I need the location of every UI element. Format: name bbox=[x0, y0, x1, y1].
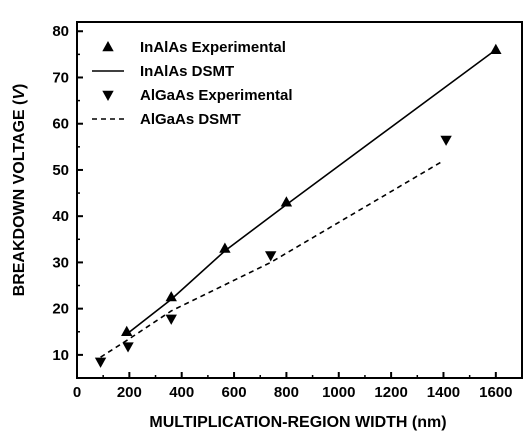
y-axis-unit: V bbox=[11, 88, 28, 100]
series-line-3 bbox=[100, 160, 444, 358]
y-axis-title: BREAKDOWN VOLTAGE (V) bbox=[11, 84, 28, 297]
x-tick-label: 0 bbox=[73, 384, 81, 401]
legend-label: InAlAs DSMT bbox=[140, 63, 234, 80]
series-point-0 bbox=[219, 242, 231, 253]
plot-area bbox=[94, 43, 502, 368]
series-point-2 bbox=[440, 135, 452, 146]
y-tick-label: 10 bbox=[52, 347, 69, 364]
series-point-0 bbox=[121, 325, 133, 336]
legend-swatch bbox=[102, 41, 114, 52]
y-tick-label: 60 bbox=[52, 116, 69, 133]
plot-frame bbox=[76, 21, 523, 379]
legend-label: AlGaAs Experimental bbox=[140, 87, 293, 104]
legend-swatch bbox=[102, 90, 114, 101]
series-point-2 bbox=[165, 314, 177, 325]
y-tick-label: 50 bbox=[52, 162, 69, 179]
x-tick-label: 400 bbox=[169, 384, 194, 401]
y-tick-label: 20 bbox=[52, 301, 69, 318]
series-point-0 bbox=[280, 196, 293, 207]
x-axis-title: MULTIPLICATION-REGION WIDTH (nm) bbox=[149, 414, 446, 431]
series-point-2 bbox=[122, 342, 134, 353]
x-tick-label: 1400 bbox=[427, 384, 460, 401]
y-tick-label: 30 bbox=[52, 254, 69, 271]
legend-label: InAlAs Experimental bbox=[140, 39, 286, 56]
series-point-2 bbox=[94, 357, 107, 368]
legend: InAlAs Experimental InAlAs DSMT AlGaAs Exp… bbox=[92, 39, 293, 128]
axes: 0 200 400 600 800 1000 1200 1400 1600 10 20 30 40 50 6… bbox=[52, 21, 523, 401]
series-point-0 bbox=[165, 291, 177, 302]
x-tick-label: 600 bbox=[222, 384, 247, 401]
series-point-2 bbox=[265, 251, 277, 262]
x-tick-label: 1200 bbox=[374, 384, 407, 401]
x-tick-label: 200 bbox=[117, 384, 142, 401]
x-tick-label: 1000 bbox=[322, 384, 355, 401]
legend-label: AlGaAs DSMT bbox=[140, 111, 241, 128]
y-tick-label: 40 bbox=[52, 208, 69, 225]
x-tick-label: 800 bbox=[274, 384, 299, 401]
y-tick-label: 70 bbox=[52, 69, 69, 86]
series-line-1 bbox=[126, 49, 497, 335]
y-tick-label: 80 bbox=[52, 23, 69, 40]
x-tick-label: 1600 bbox=[479, 384, 512, 401]
